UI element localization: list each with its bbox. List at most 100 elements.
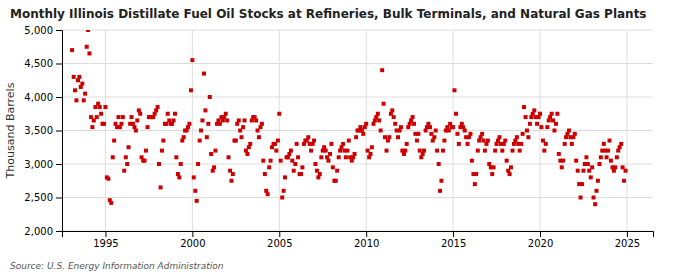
- tick-mark: [279, 231, 280, 237]
- point: [624, 169, 628, 173]
- x-axis: 1995200020052010201520202025: [63, 231, 654, 249]
- grid-line: [453, 30, 454, 231]
- point: [354, 135, 358, 139]
- grid: [62, 30, 653, 231]
- point: [225, 118, 229, 122]
- point: [483, 149, 487, 153]
- point: [439, 179, 443, 183]
- point: [280, 196, 284, 200]
- point: [493, 149, 497, 153]
- grid-line: [62, 63, 653, 64]
- point: [116, 115, 120, 119]
- grid-line: [62, 197, 653, 198]
- point: [518, 149, 522, 153]
- point: [573, 132, 577, 136]
- point: [319, 155, 323, 159]
- point: [293, 162, 297, 166]
- point: [387, 135, 391, 139]
- point: [567, 129, 571, 133]
- point: [561, 159, 565, 163]
- point: [606, 149, 610, 153]
- point: [70, 48, 74, 52]
- point: [324, 149, 328, 153]
- point: [415, 139, 419, 143]
- axis-line: [63, 232, 654, 238]
- point: [574, 159, 578, 163]
- point: [428, 125, 432, 129]
- tick-mark: [56, 231, 62, 232]
- point: [473, 182, 477, 186]
- tick-mark: [366, 231, 367, 237]
- tick: 3,000: [24, 159, 62, 170]
- point: [560, 165, 564, 169]
- point: [344, 155, 348, 159]
- point: [318, 172, 322, 176]
- tick-label: 3,500: [24, 125, 53, 136]
- tick-mark: [56, 97, 62, 98]
- point: [476, 149, 480, 153]
- point: [364, 122, 368, 126]
- point: [144, 149, 148, 153]
- point: [555, 112, 559, 116]
- title: Monthly Illinois Distillate Fuel Oil Sto…: [10, 7, 647, 21]
- tick: 3,500: [24, 125, 62, 136]
- point: [341, 142, 345, 146]
- point: [347, 139, 351, 143]
- point: [392, 115, 396, 119]
- tick-label: 4,500: [24, 58, 53, 69]
- point: [331, 165, 335, 169]
- point: [552, 129, 556, 133]
- point: [590, 165, 594, 169]
- point: [134, 129, 138, 133]
- point: [229, 179, 233, 183]
- point: [463, 129, 467, 133]
- point: [121, 115, 125, 119]
- point: [189, 88, 193, 92]
- axis-line: [56, 31, 63, 232]
- point: [570, 142, 574, 146]
- point: [248, 142, 252, 146]
- point: [379, 129, 383, 133]
- point: [602, 142, 606, 146]
- point: [99, 112, 103, 116]
- point: [466, 142, 470, 146]
- point: [361, 132, 365, 136]
- point: [296, 155, 300, 159]
- point: [605, 155, 609, 159]
- point: [198, 139, 202, 143]
- point: [442, 139, 446, 143]
- point: [370, 145, 374, 149]
- point: [276, 139, 280, 143]
- point: [124, 155, 128, 159]
- point: [192, 175, 196, 179]
- point: [405, 142, 409, 146]
- point: [300, 165, 304, 169]
- point: [227, 155, 231, 159]
- point: [345, 149, 349, 153]
- point: [609, 159, 613, 163]
- point: [243, 118, 247, 122]
- point: [435, 149, 439, 153]
- tick-label: 1995: [93, 238, 118, 249]
- point: [112, 139, 116, 143]
- point: [279, 159, 283, 163]
- point: [98, 105, 102, 109]
- point: [208, 95, 212, 99]
- point: [127, 145, 131, 149]
- point: [138, 112, 142, 116]
- point: [441, 149, 445, 153]
- point: [82, 98, 86, 102]
- tick-label: 3,000: [24, 159, 53, 170]
- point: [86, 30, 90, 32]
- point: [231, 172, 235, 176]
- point: [182, 135, 186, 139]
- point: [399, 125, 403, 129]
- points: [70, 30, 627, 206]
- point: [470, 159, 474, 163]
- point: [254, 118, 258, 122]
- point: [521, 132, 525, 136]
- point: [557, 152, 561, 156]
- point: [468, 132, 472, 136]
- tick-mark: [56, 164, 62, 165]
- point: [545, 125, 549, 129]
